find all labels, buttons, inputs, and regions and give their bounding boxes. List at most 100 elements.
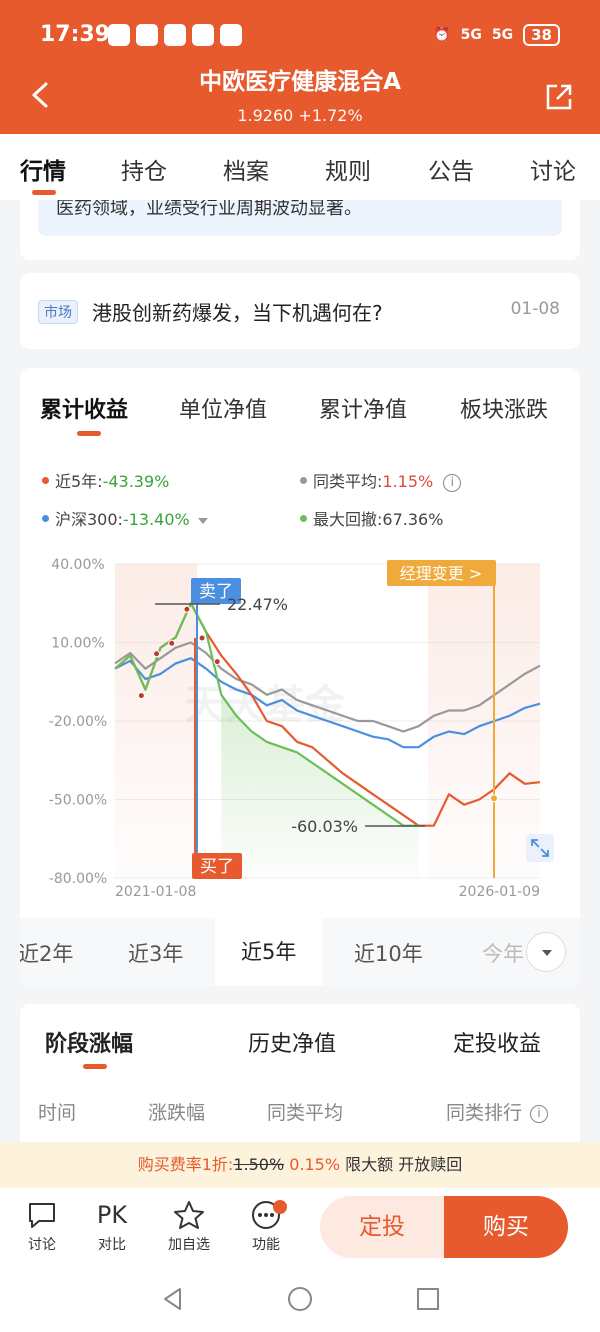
y-tick-label: -80.00% [49,871,107,887]
sell-label: 卖了 [199,582,233,602]
app-icon [136,24,158,46]
chart-series [114,602,541,878]
intro-box: 医药领域，业绩受行业周期波动显著。 [38,200,562,236]
period-3y[interactable]: 近3年 [128,942,184,966]
tab-invest-return[interactable]: 定投收益 [453,1032,542,1057]
nav-back-icon[interactable] [160,1286,186,1312]
tab-history-nav[interactable]: 历史净值 [248,1032,337,1057]
expand-icon-arrows [531,839,549,857]
x-tick-label: 2021-01-08 [115,884,196,898]
compare-label: 对比 [98,1237,126,1253]
chart-tab-cumulative-return[interactable]: 累计收益 [40,398,129,423]
y-tick-label: 40.00% [51,557,104,573]
star-icon [174,1201,204,1229]
return-chart[interactable]: 40.00% 10.00% -20.00% -50.00% -80.00% 2021-01… [20,548,580,898]
chart-tab-cumulative-nav[interactable]: 累计净值 [319,398,408,423]
series-line-drawdown [114,602,419,827]
battery-indicator: 38 [523,24,560,46]
legend-peer-label: 同类平均: [313,472,383,491]
notification-dot [273,1200,287,1214]
legend-index-label: 沪深300: [55,510,123,529]
period-more-button[interactable] [526,932,566,972]
share-icon[interactable] [544,82,574,112]
tab-market[interactable]: 行情 [20,159,66,185]
functions-button[interactable]: 功能 [241,1198,291,1254]
tab-profile[interactable]: 档案 [223,159,269,185]
expand-icon[interactable] [526,834,554,862]
period-tabs: 近2年 近3年 近5年 近10年 今年 [20,918,580,986]
tab-holdings[interactable]: 持仓 [121,159,167,185]
trade-point [137,692,145,700]
tab-announcements[interactable]: 公告 [428,159,474,185]
info-icon[interactable]: i [443,473,462,492]
add-watchlist-button[interactable]: 加自选 [164,1198,214,1254]
col-peer-avg: 同类平均 [267,1102,344,1124]
discuss-button[interactable]: 讨论 [17,1198,67,1254]
fee-promo-bar[interactable]: 购买费率1折:1.50% 0.15% 限大额 开放赎回 [0,1142,600,1188]
news-tag: 市场 [38,300,78,324]
rank-info-icon[interactable]: i [530,1104,549,1123]
intro-text: 医药领域，业绩受行业周期波动显著。 [56,200,362,219]
tab-stage-return[interactable]: 阶段涨幅 [45,1032,134,1057]
news-date: 01-08 [510,299,560,319]
trade-point [153,650,161,658]
status-app-icons [108,24,242,46]
header: 17:39 ⏰ 5G 5G 38 中欧医疗健康混合A 1.9260 +1.72% [0,0,600,134]
legend-drawdown-value: 67.36% [382,510,444,529]
period-5y[interactable]: 近5年 [215,918,323,986]
legend-peer: 同类平均:1.15% i [300,468,462,492]
news-title[interactable]: 港股创新药爆发，当下机遇何在? [92,301,383,325]
chart-tab-unit-nav[interactable]: 单位净值 [179,398,268,423]
fund-price-change: 1.9260 +1.72% [0,106,600,125]
tab-active-indicator [32,190,56,195]
legend-index[interactable]: 沪深300:-13.40% [42,506,208,530]
nav-recents-icon[interactable] [415,1286,441,1312]
buy-button[interactable]: 购买 [444,1196,568,1258]
alipay-icon [108,24,130,46]
more-icon [252,1201,280,1229]
nav-home-icon[interactable] [287,1286,313,1312]
manager-region [428,564,540,878]
chevron-down-icon[interactable] [197,517,208,524]
legend-fund-value: -43.39% [102,472,170,491]
buy-badge [192,853,242,879]
chart-grid: 40.00% 10.00% -20.00% -50.00% -80.00% 2021-01… [49,557,540,898]
chart-card: 累计收益 单位净值 累计净值 板块涨跌 近5年:-43.39% 同类平均:1.1… [20,368,580,986]
signal-1: 5G [460,27,482,43]
compare-button[interactable]: PK 对比 [87,1198,137,1254]
back-icon[interactable] [28,82,54,108]
trade-point [168,639,176,647]
chart-tab-indicator [77,431,101,436]
tab-discussion[interactable]: 讨论 [530,159,576,185]
fund-price: 1.9260 [237,106,294,125]
period-10y[interactable]: 近10年 [354,942,423,966]
sell-badge [191,578,241,604]
legend-peer-value: 1.15% [382,472,434,491]
legend-index-value: -13.40% [122,510,190,529]
promo-prefix: 购买费率1折: [137,1155,234,1174]
fund-name: 中欧医疗健康混合A [199,69,401,95]
legend-drawdown-label: 最大回撤: [313,510,383,529]
alarm-icon: ⏰ [433,27,451,43]
chart-tab-sector[interactable]: 板块涨跌 [460,398,549,423]
high-label: 22.47% [227,595,288,614]
expand-icon-bg [526,834,554,862]
legend-drawdown-dot [300,515,307,522]
pk-icon: PK [96,1201,128,1229]
news-card[interactable]: 市场 港股创新药爆发，当下机遇何在? 01-08 [20,273,580,349]
manager-badge [387,560,496,586]
main-tabs: 行情 持仓 档案 规则 公告 讨论 [0,134,600,200]
fund-change: +1.72% [298,106,363,125]
promo-new-fee: 0.15% [289,1155,341,1174]
auto-invest-button[interactable]: 定投 [320,1196,444,1258]
tab-rules[interactable]: 规则 [325,159,371,185]
weather-icon [164,24,186,46]
functions-label: 功能 [252,1237,280,1253]
bottom-action-bar: 讨论 PK 对比 加自选 功能 定投 购买 [0,1188,600,1266]
legend-fund-label: 近5年: [55,472,103,491]
status-right: ⏰ 5G 5G 38 [433,24,560,46]
period-2y[interactable]: 近2年 [20,942,74,966]
watch-label: 加自选 [168,1237,210,1253]
period-ytd[interactable]: 今年 [482,942,524,966]
